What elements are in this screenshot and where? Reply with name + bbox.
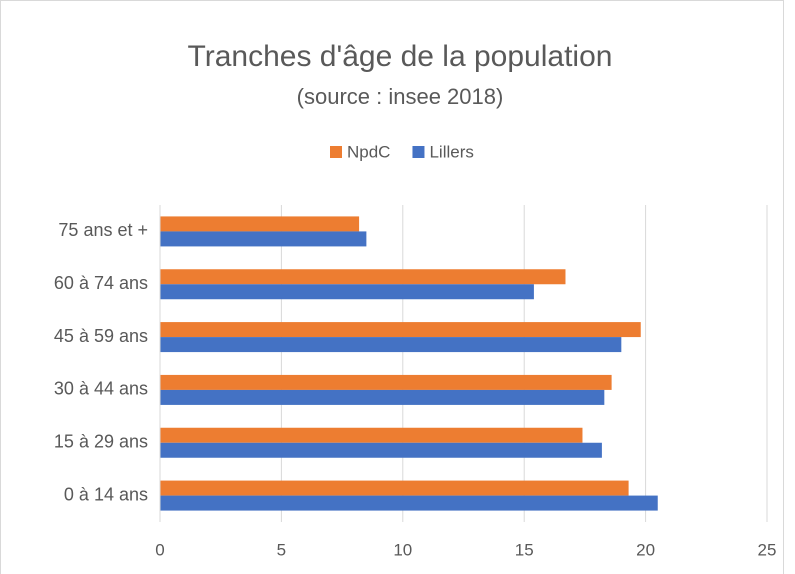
legend-label: Lillers [429, 142, 473, 161]
y-tick-label: 30 à 44 ans [54, 379, 148, 399]
x-tick-label: 0 [155, 540, 164, 559]
legend-swatch [412, 146, 425, 158]
x-tick-label: 10 [393, 540, 412, 559]
bar [160, 442, 602, 458]
chart-title: Tranches d'âge de la population [188, 40, 613, 73]
bar [160, 269, 566, 285]
chart-subtitle: (source : insee 2018) [297, 84, 504, 109]
bar [160, 374, 612, 390]
x-tick-label: 5 [277, 540, 286, 559]
x-tick-label: 15 [515, 540, 534, 559]
x-tick-label: 25 [758, 540, 777, 559]
legend-label: NpdC [347, 142, 390, 161]
bar [160, 495, 658, 511]
bar [160, 216, 360, 232]
y-tick-label: 45 à 59 ans [54, 326, 148, 346]
bar [160, 337, 622, 353]
bar [160, 427, 583, 443]
bar [160, 284, 534, 300]
y-tick-label: 0 à 14 ans [64, 484, 148, 504]
y-tick-label: 75 ans et + [58, 220, 148, 240]
legend-swatch [330, 146, 342, 158]
y-tick-label: 60 à 74 ans [54, 273, 148, 293]
x-tick-label: 20 [636, 540, 655, 559]
y-tick-label: 15 à 29 ans [54, 432, 148, 452]
bar [160, 322, 641, 338]
bar [160, 389, 605, 405]
bar [160, 480, 629, 496]
bar [160, 231, 367, 247]
